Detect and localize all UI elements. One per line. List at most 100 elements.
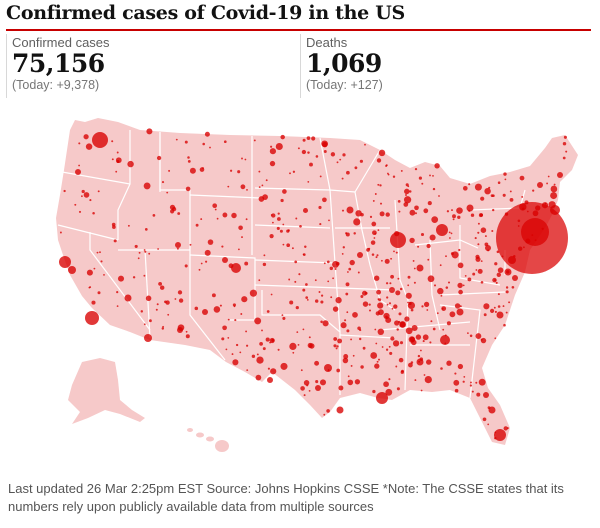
county-bubble [350, 338, 353, 341]
county-bubble [140, 310, 144, 313]
denver-bubble [231, 263, 241, 273]
nashville-bubble [456, 308, 464, 316]
county-bubble [445, 255, 447, 258]
county-bubble [441, 307, 444, 310]
county-bubble [478, 213, 483, 218]
county-bubble [319, 379, 327, 386]
county-bubble [369, 215, 373, 218]
county-bubble [399, 287, 403, 291]
county-bubble [346, 170, 350, 175]
county-bubble [426, 359, 432, 365]
county-bubble [494, 279, 497, 282]
county-bubble [297, 147, 300, 150]
county-bubble [432, 327, 436, 331]
county-bubble [413, 267, 416, 270]
county-bubble [258, 196, 265, 202]
county-bubble [289, 300, 294, 305]
county-bubble [433, 284, 437, 287]
county-bubble [258, 186, 261, 188]
county-bubble [436, 312, 439, 315]
county-bubble [202, 167, 204, 169]
county-bubble [377, 229, 380, 232]
county-bubble [269, 233, 274, 239]
county-bubble [430, 320, 433, 323]
county-bubble [378, 298, 382, 302]
county-bubble [377, 328, 385, 336]
county-bubble [241, 296, 248, 303]
county-bubble [451, 209, 453, 212]
county-bubble [221, 337, 225, 341]
county-bubble [438, 195, 440, 197]
county-bubble [296, 331, 299, 333]
washington-bubble [512, 275, 518, 281]
county-bubble [420, 349, 422, 352]
county-bubble [345, 232, 348, 235]
state-border [459, 225, 501, 286]
county-bubble [261, 329, 263, 332]
county-bubble [280, 198, 284, 203]
county-bubble [383, 381, 389, 388]
san-diego-bubble [144, 334, 152, 342]
county-bubble [320, 300, 324, 304]
county-bubble [394, 320, 400, 326]
county-bubble [254, 317, 262, 325]
county-bubble [392, 175, 396, 178]
county-bubble [78, 210, 82, 213]
county-bubble [222, 325, 227, 331]
county-bubble [398, 357, 404, 363]
county-bubble [426, 309, 429, 311]
county-bubble [399, 341, 404, 345]
county-bubble [371, 221, 377, 227]
county-bubble [372, 199, 375, 202]
county-bubble [170, 209, 175, 214]
state-border [57, 224, 119, 241]
county-bubble [306, 136, 311, 140]
houston-bubble [336, 406, 344, 414]
county-bubble [287, 229, 290, 232]
county-bubble [138, 251, 141, 254]
county-bubble [289, 172, 291, 175]
county-bubble [334, 267, 337, 271]
county-bubble [420, 232, 425, 237]
state-borders [57, 130, 526, 399]
county-bubble [279, 229, 283, 233]
county-bubble [457, 215, 461, 219]
county-bubble [429, 174, 431, 177]
confirmed-cases-value: 75,156 [12, 49, 105, 78]
county-bubble [282, 243, 285, 246]
county-bubble [231, 212, 237, 219]
county-bubble [496, 272, 502, 278]
detroit-bubble [436, 224, 448, 236]
county-bubble [475, 254, 480, 259]
county-bubble [322, 320, 329, 327]
county-bubble [335, 261, 340, 266]
county-bubble [427, 258, 430, 261]
county-bubble [417, 245, 420, 248]
county-bubble [381, 346, 384, 348]
county-bubble [453, 379, 460, 386]
county-bubble [328, 219, 330, 222]
county-bubble [205, 260, 208, 263]
county-bubble [437, 287, 444, 295]
county-bubble [368, 303, 371, 306]
county-bubble [240, 184, 246, 190]
county-bubble [214, 208, 217, 211]
county-bubble [370, 352, 378, 359]
county-bubble [219, 304, 222, 307]
county-bubble [470, 381, 472, 384]
county-bubble [89, 199, 92, 202]
county-bubble [484, 187, 491, 195]
county-bubble [258, 279, 261, 282]
county-bubble [330, 152, 336, 157]
county-bubble [491, 229, 494, 233]
county-bubble [345, 282, 350, 287]
county-bubble [270, 145, 273, 148]
county-bubble [395, 290, 401, 296]
county-bubble [472, 272, 476, 276]
county-bubble [152, 214, 156, 217]
county-bubble [240, 313, 243, 315]
county-bubble [341, 253, 344, 255]
county-bubble [492, 208, 495, 212]
us-bubble-map [56, 118, 578, 452]
county-bubble [305, 296, 309, 299]
